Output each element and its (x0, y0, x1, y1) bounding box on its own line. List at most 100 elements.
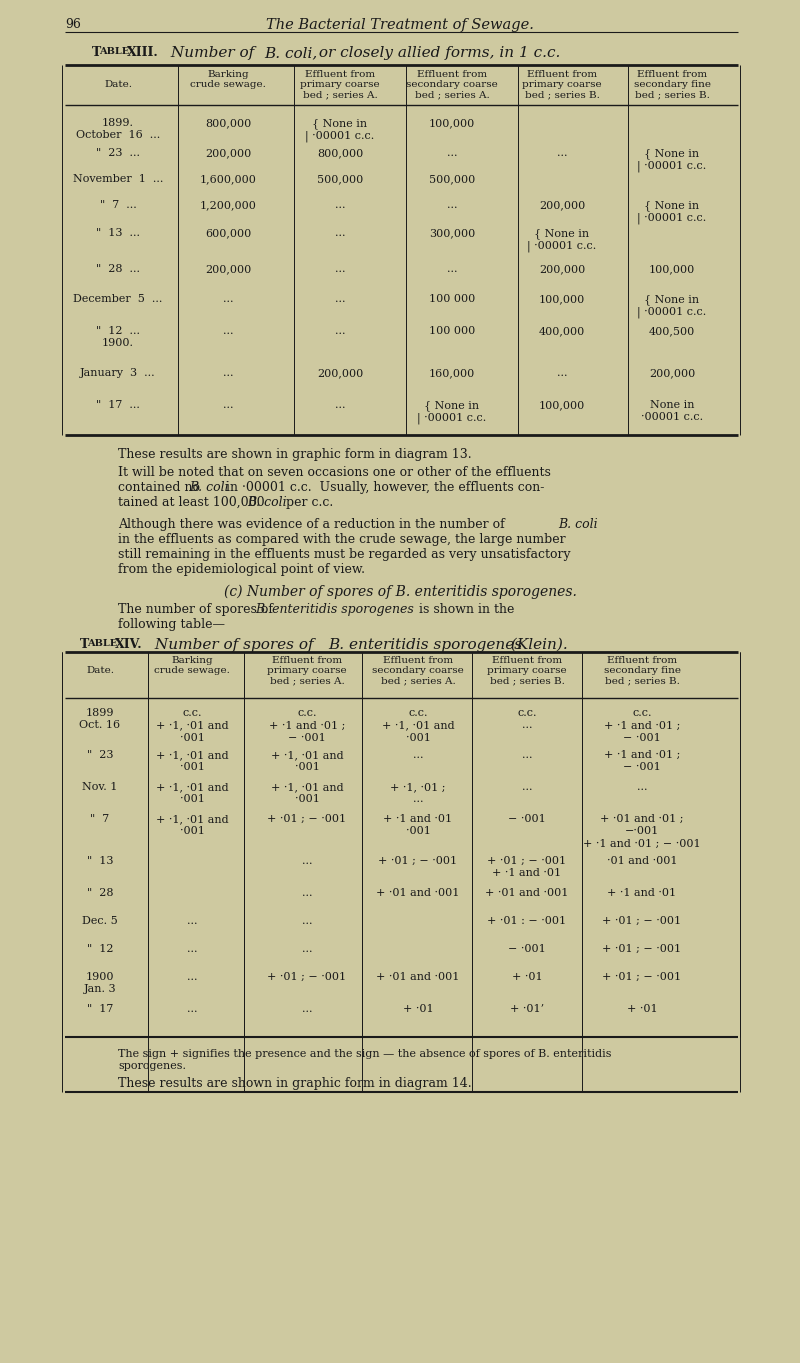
Text: { None in: { None in (645, 200, 699, 211)
Text: ·01 and ·001: ·01 and ·001 (606, 856, 678, 866)
Text: It will be noted that on seven occasions one or other of the effluents: It will be noted that on seven occasions… (118, 466, 551, 478)
Text: Effluent from: Effluent from (305, 70, 375, 79)
Text: c.c.
+ ·1 and ·01 ;
− ·001: c.c. + ·1 and ·01 ; − ·001 (269, 707, 345, 743)
Text: Effluent from: Effluent from (527, 70, 597, 79)
Text: ...: ... (186, 916, 198, 925)
Text: December  5  ...: December 5 ... (74, 294, 162, 304)
Text: (c) Number of spores of B. enteritidis sporogenes.: (c) Number of spores of B. enteritidis s… (223, 585, 577, 600)
Text: 100,000: 100,000 (429, 119, 475, 128)
Text: secondary fine: secondary fine (603, 667, 681, 675)
Text: + ·1, ·01 ;
...: + ·1, ·01 ; ... (390, 782, 446, 804)
Text: ...: ... (334, 228, 346, 239)
Text: ...: ... (302, 856, 312, 866)
Text: | ·00001 c.c.: | ·00001 c.c. (638, 213, 706, 224)
Text: "  17  ...: " 17 ... (96, 399, 140, 410)
Text: Date.: Date. (104, 80, 132, 89)
Text: is shown in the: is shown in the (415, 602, 514, 616)
Text: tained at least 100,000: tained at least 100,000 (118, 496, 269, 508)
Text: 400,500: 400,500 (649, 326, 695, 337)
Text: 96: 96 (65, 18, 81, 31)
Text: None in: None in (650, 399, 694, 410)
Text: Jan. 3: Jan. 3 (84, 984, 116, 994)
Text: ABLE: ABLE (87, 639, 118, 649)
Text: October  16  ...: October 16 ... (76, 129, 160, 140)
Text: 200,000: 200,000 (317, 368, 363, 378)
Text: B. enteritidis sporogenes: B. enteritidis sporogenes (328, 638, 522, 652)
Text: 200,000: 200,000 (539, 200, 585, 210)
Text: 160,000: 160,000 (429, 368, 475, 378)
Text: XIV.: XIV. (115, 638, 142, 652)
Text: 1900: 1900 (86, 972, 114, 981)
Text: ...: ... (522, 750, 532, 761)
Text: ...: ... (637, 782, 647, 792)
Text: | ·00001 c.c.: | ·00001 c.c. (306, 129, 374, 142)
Text: c.c.
+ ·1, ·01 and
·001: c.c. + ·1, ·01 and ·001 (156, 707, 228, 743)
Text: − ·001: − ·001 (508, 945, 546, 954)
Text: ...: ... (302, 945, 312, 954)
Text: ...: ... (446, 264, 458, 274)
Text: + ·01 ; − ·001: + ·01 ; − ·001 (602, 945, 682, 954)
Text: Nov. 1: Nov. 1 (82, 782, 118, 792)
Text: still remaining in the effluents must be regarded as very unsatisfactory: still remaining in the effluents must be… (118, 548, 570, 562)
Text: ...: ... (557, 149, 567, 158)
Text: crude sewage.: crude sewage. (190, 80, 266, 89)
Text: ABLE: ABLE (99, 48, 130, 56)
Text: 1899.: 1899. (102, 119, 134, 128)
Text: + ·01 ; − ·001: + ·01 ; − ·001 (378, 856, 458, 866)
Text: bed ; series A.: bed ; series A. (302, 90, 378, 99)
Text: ...: ... (302, 916, 312, 925)
Text: ·00001 c.c.: ·00001 c.c. (641, 412, 703, 423)
Text: 1,200,000: 1,200,000 (199, 200, 257, 210)
Text: − ·001: − ·001 (508, 814, 546, 825)
Text: + ·01: + ·01 (402, 1005, 434, 1014)
Text: 100,000: 100,000 (649, 264, 695, 274)
Text: ...: ... (222, 326, 234, 337)
Text: Date.: Date. (86, 667, 114, 675)
Text: c.c.
...: c.c. ... (518, 707, 537, 731)
Text: ...: ... (557, 368, 567, 378)
Text: XIII.: XIII. (127, 46, 158, 59)
Text: | ·00001 c.c.: | ·00001 c.c. (638, 159, 706, 172)
Text: ...: ... (446, 200, 458, 210)
Text: { None in: { None in (534, 228, 590, 239)
Text: These results are shown in graphic form in diagram 13.: These results are shown in graphic form … (118, 448, 472, 461)
Text: following table—: following table— (118, 617, 225, 631)
Text: + ·01 ; − ·001: + ·01 ; − ·001 (602, 916, 682, 925)
Text: Effluent from: Effluent from (492, 656, 562, 665)
Text: 1899: 1899 (86, 707, 114, 718)
Text: | ·00001 c.c.: | ·00001 c.c. (418, 412, 486, 424)
Text: Effluent from: Effluent from (417, 70, 487, 79)
Text: + ·1, ·01 and
·001: + ·1, ·01 and ·001 (156, 814, 228, 837)
Text: + ·01: + ·01 (512, 972, 542, 981)
Text: secondary coarse: secondary coarse (406, 80, 498, 89)
Text: + ·01 and ·01 ;
−·001
+ ·1 and ·01 ; − ·001: + ·01 and ·01 ; −·001 + ·1 and ·01 ; − ·… (583, 814, 701, 849)
Text: Effluent from: Effluent from (637, 70, 707, 79)
Text: "  7: " 7 (90, 814, 110, 825)
Text: { None in: { None in (425, 399, 479, 410)
Text: January  3  ...: January 3 ... (80, 368, 156, 378)
Text: T: T (92, 46, 102, 59)
Text: B. coli: B. coli (189, 481, 229, 493)
Text: ...: ... (334, 399, 346, 410)
Text: ...: ... (334, 326, 346, 337)
Text: "  13  ...: " 13 ... (96, 228, 140, 239)
Text: 200,000: 200,000 (205, 264, 251, 274)
Text: + ·01 and ·001: + ·01 and ·001 (376, 972, 460, 981)
Text: Effluent from: Effluent from (383, 656, 453, 665)
Text: secondary fine: secondary fine (634, 80, 710, 89)
Text: "  13: " 13 (86, 856, 114, 866)
Text: 1,600,000: 1,600,000 (199, 174, 257, 184)
Text: + ·1, ·01 and
·001: + ·1, ·01 and ·001 (156, 782, 228, 804)
Text: Oct. 16: Oct. 16 (79, 720, 121, 731)
Text: in ·00001 c.c.  Usually, however, the effluents con-: in ·00001 c.c. Usually, however, the eff… (222, 481, 544, 493)
Text: ...: ... (446, 149, 458, 158)
Text: contained no: contained no (118, 481, 204, 493)
Text: The Bacterial Treatment of Sewage.: The Bacterial Treatment of Sewage. (266, 18, 534, 31)
Text: ...: ... (222, 399, 234, 410)
Text: + ·01 and ·001: + ·01 and ·001 (376, 889, 460, 898)
Text: per c.c.: per c.c. (282, 496, 334, 508)
Text: ...: ... (186, 972, 198, 981)
Text: Although there was evidence of a reduction in the number of: Although there was evidence of a reducti… (118, 518, 509, 532)
Text: Barking: Barking (207, 70, 249, 79)
Text: crude sewage.: crude sewage. (154, 667, 230, 675)
